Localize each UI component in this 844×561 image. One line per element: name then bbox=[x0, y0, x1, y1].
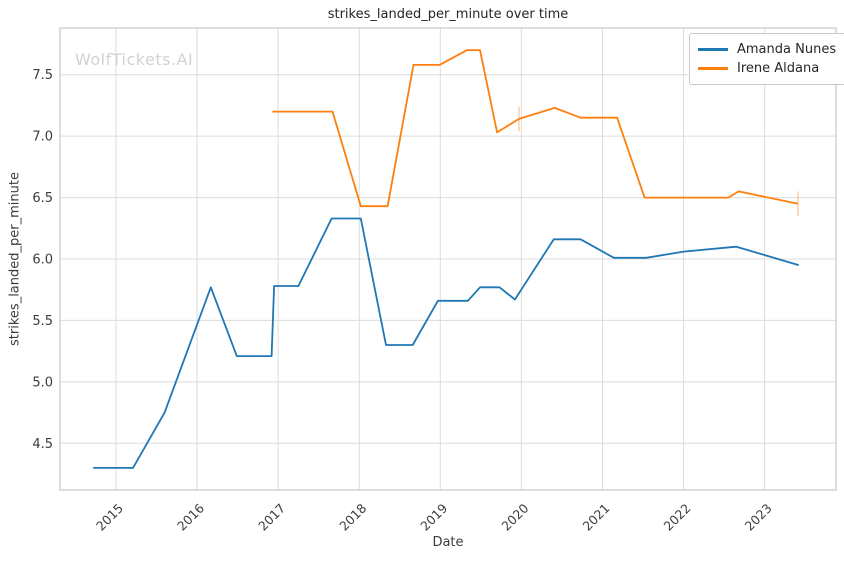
y-tick-label-6.5: 6.5 bbox=[32, 191, 53, 206]
x-axis-label: Date bbox=[432, 535, 464, 550]
x-tick-label-2020: 2020 bbox=[498, 500, 531, 533]
legend-label-amanda-nunes: Amanda Nunes bbox=[737, 42, 837, 57]
legend-line-sample-irene-aldana bbox=[698, 67, 728, 70]
y-tick-label-5.5: 5.5 bbox=[32, 314, 53, 329]
y-tick-label-7.0: 7.0 bbox=[32, 130, 53, 145]
legend-item-amanda-nunes: Amanda Nunes bbox=[698, 40, 836, 59]
watermark: WolfTickets.AI bbox=[75, 50, 194, 69]
x-tick-label-2022: 2022 bbox=[661, 501, 694, 534]
x-tick-label-2021: 2021 bbox=[579, 501, 612, 534]
series-line-amanda-nunes bbox=[93, 217, 799, 469]
legend-item-irene-aldana: Irene Aldana bbox=[698, 59, 836, 78]
series-line-irene-aldana bbox=[272, 49, 799, 208]
x-tick-label-2015: 2015 bbox=[93, 501, 126, 534]
x-tick-label-2017: 2017 bbox=[255, 501, 288, 534]
y-tick-label-4.5: 4.5 bbox=[32, 437, 53, 452]
plot-border bbox=[59, 27, 837, 491]
chart-title: strikes_landed_per_minute over time bbox=[327, 7, 569, 22]
x-tick-label-2018: 2018 bbox=[336, 500, 369, 533]
x-tick-label-2023: 2023 bbox=[742, 501, 775, 534]
legend-line-sample-amanda-nunes bbox=[698, 48, 728, 51]
y-tick-label-6.0: 6.0 bbox=[32, 253, 53, 268]
legend-label-irene-aldana: Irene Aldana bbox=[737, 61, 820, 76]
x-tick-label-2016: 2016 bbox=[174, 500, 207, 533]
x-tick-label-2019: 2019 bbox=[417, 500, 450, 533]
legend: Amanda Nunes Irene Aldana bbox=[689, 33, 844, 85]
y-axis-label: strikes_landed_per_minute bbox=[7, 172, 23, 346]
y-tick-label-7.5: 7.5 bbox=[32, 68, 53, 83]
y-tick-label-5.0: 5.0 bbox=[32, 375, 53, 390]
